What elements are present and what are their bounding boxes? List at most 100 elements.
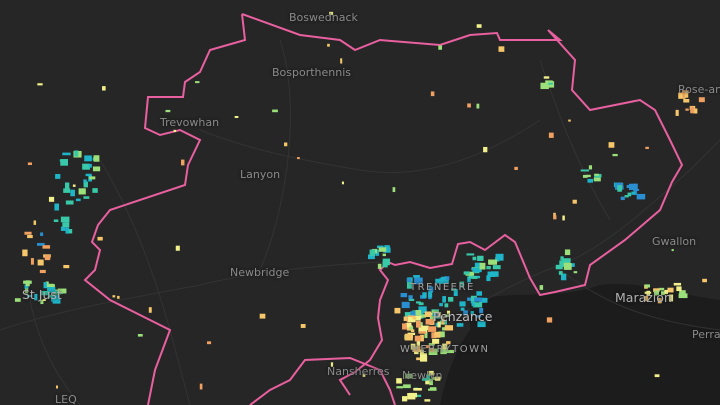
- data-patch: [402, 323, 407, 330]
- data-patch: [403, 384, 411, 389]
- data-patch: [410, 329, 415, 333]
- data-patch: [418, 302, 424, 306]
- data-patch: [413, 394, 422, 397]
- data-patch: [644, 296, 649, 301]
- data-patch: [340, 58, 343, 64]
- data-patch: [451, 288, 457, 291]
- data-patch: [593, 177, 601, 182]
- data-patch: [14, 298, 21, 302]
- data-patch: [412, 316, 417, 320]
- data-patch: [487, 271, 495, 277]
- label-wherrytown: WHERRYTOWN: [400, 344, 490, 355]
- data-patch: [84, 155, 92, 162]
- data-patch: [36, 242, 45, 246]
- data-patch: [413, 387, 422, 391]
- data-patch: [392, 187, 396, 193]
- data-patch: [39, 269, 46, 274]
- data-patch: [402, 396, 408, 402]
- data-patch: [341, 181, 344, 185]
- data-patch: [426, 374, 431, 381]
- parish-boundary: [83, 13, 247, 405]
- data-patch: [444, 314, 450, 317]
- data-patch: [558, 271, 563, 275]
- label-penzance: Penzance: [433, 309, 493, 324]
- data-patch: [327, 43, 330, 47]
- data-patch: [617, 185, 622, 192]
- label-trevowhan: Trevowhan: [160, 116, 220, 129]
- data-patch: [620, 196, 625, 201]
- data-patch: [448, 296, 454, 302]
- data-patch: [53, 219, 59, 223]
- data-patch: [553, 212, 556, 216]
- data-patch: [438, 45, 443, 50]
- data-patch: [403, 316, 409, 322]
- data-patch: [396, 386, 404, 389]
- data-patch: [676, 286, 682, 292]
- data-patch: [441, 318, 445, 325]
- data-patch: [65, 200, 74, 205]
- data-patch: [563, 262, 572, 270]
- data-patch: [65, 227, 70, 234]
- data-patch: [668, 294, 674, 302]
- data-patch: [60, 226, 66, 231]
- data-patch: [553, 215, 557, 220]
- data-patch: [72, 184, 76, 187]
- data-patch: [568, 119, 571, 122]
- data-patch: [586, 174, 591, 178]
- data-patch: [414, 277, 423, 285]
- data-patch: [41, 290, 50, 296]
- data-patch: [63, 264, 70, 269]
- data-patch: [367, 254, 375, 260]
- data-patch: [62, 222, 70, 228]
- data-patch: [573, 271, 578, 274]
- data-patch: [477, 321, 486, 328]
- data-patch: [446, 341, 451, 345]
- data-patch: [467, 276, 471, 283]
- data-patch: [300, 323, 306, 328]
- data-patch: [653, 288, 660, 292]
- data-patch: [22, 249, 28, 257]
- data-patch: [24, 284, 29, 289]
- data-patch: [428, 370, 434, 376]
- data-patch: [684, 90, 689, 98]
- data-patch: [645, 146, 649, 150]
- data-patch: [555, 264, 563, 270]
- data-patch: [195, 81, 200, 84]
- data-patch: [148, 307, 152, 313]
- data-patch: [439, 303, 443, 307]
- data-patch: [57, 288, 67, 294]
- data-patch: [470, 295, 477, 302]
- data-patch: [383, 247, 391, 253]
- data-patch: [413, 275, 420, 278]
- data-patch: [498, 46, 505, 52]
- data-patch: [424, 311, 432, 317]
- data-patch: [476, 291, 483, 296]
- data-patch: [459, 281, 465, 288]
- label-rose-an: Rose-an: [678, 83, 720, 96]
- data-patch: [428, 291, 433, 298]
- data-patch: [414, 335, 422, 342]
- data-patch: [479, 262, 486, 270]
- data-patch: [667, 287, 674, 293]
- data-patch: [429, 387, 437, 390]
- data-patch: [514, 166, 518, 170]
- data-patch: [415, 310, 422, 316]
- data-patch: [44, 254, 51, 261]
- data-patch: [444, 303, 449, 308]
- data-patch: [690, 106, 695, 114]
- data-patch: [582, 174, 588, 178]
- data-patch: [74, 150, 79, 157]
- data-patch: [463, 310, 468, 316]
- data-patch: [459, 301, 466, 307]
- data-patch: [42, 245, 51, 249]
- data-patch: [297, 156, 300, 160]
- data-patch: [472, 267, 479, 273]
- data-patch: [407, 393, 416, 400]
- data-patch: [234, 115, 239, 119]
- data-patch: [362, 373, 366, 377]
- label-leq: LEQ: [55, 393, 77, 405]
- data-patch: [378, 247, 387, 252]
- data-patch: [437, 331, 445, 338]
